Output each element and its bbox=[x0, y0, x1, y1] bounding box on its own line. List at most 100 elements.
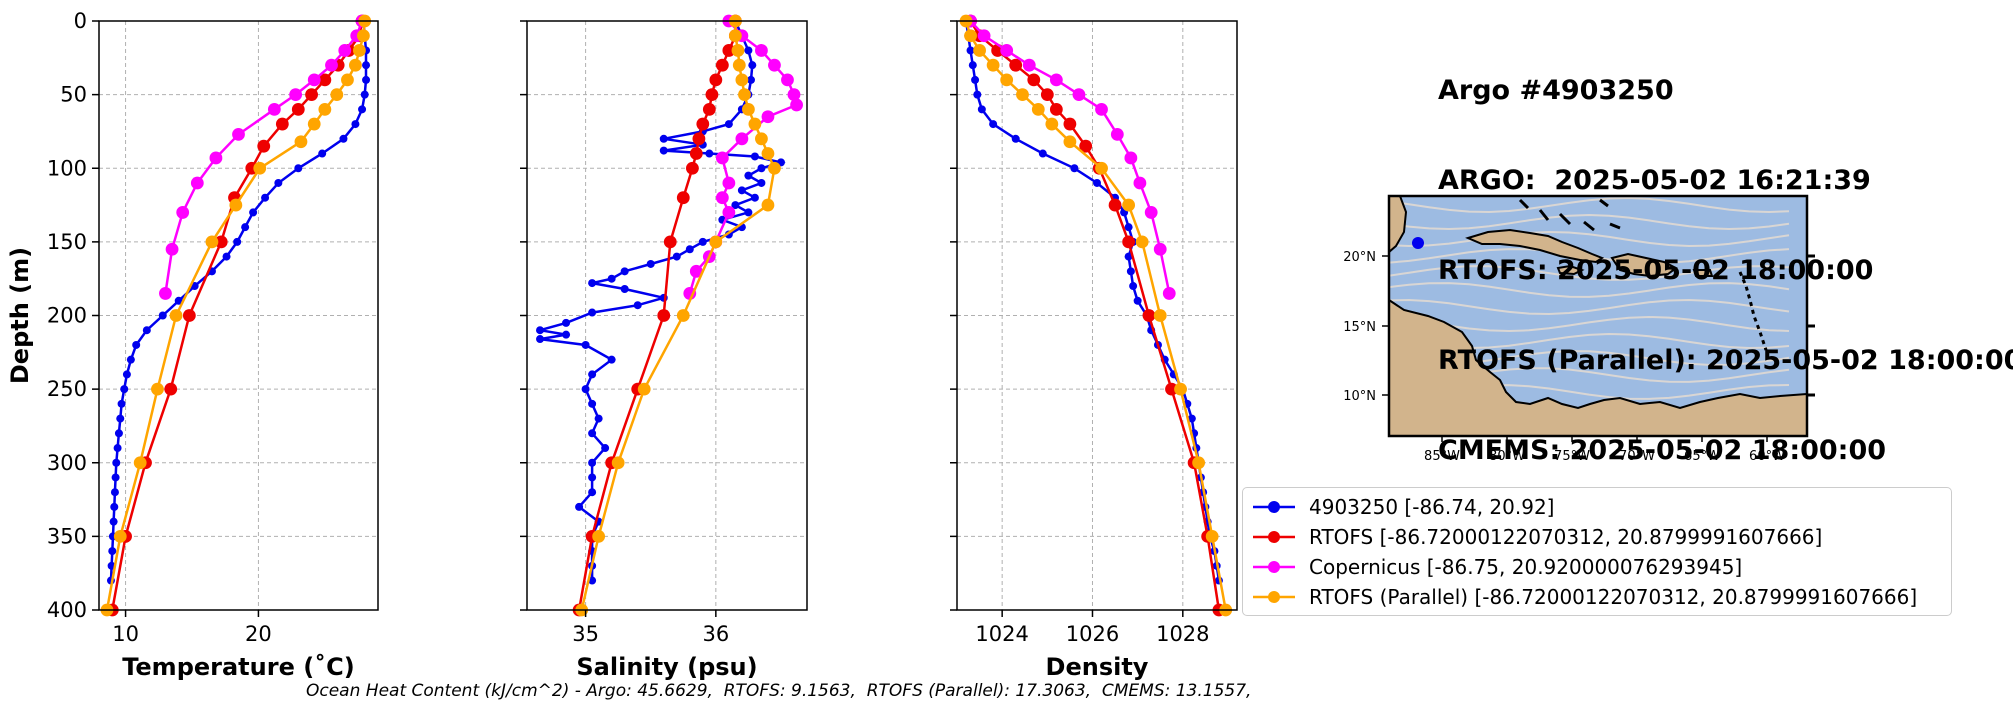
figure-title: Argo #4903250 ARGO: 2025-05-02 16:21:39 … bbox=[1438, 16, 2013, 496]
legend-entry-copernicus: Copernicus [-86.75, 20.920000076293945] bbox=[1251, 553, 1742, 581]
data-point-rtofs-12 bbox=[663, 235, 677, 249]
data-point-rtofs-parallel-10 bbox=[229, 198, 243, 212]
data-point-4903250-9 bbox=[1038, 149, 1047, 158]
data-point-rtofs-parallel-9 bbox=[761, 147, 775, 160]
x-axis-label: Temperature (˚C) bbox=[122, 653, 355, 681]
data-point-rtofs-parallel-6 bbox=[1031, 102, 1045, 116]
data-point-rtofs-parallel-10 bbox=[768, 161, 781, 175]
data-point-rtofs-parallel-15 bbox=[611, 456, 625, 470]
data-point-rtofs-8 bbox=[692, 132, 706, 146]
map-land-mexico-south bbox=[1389, 298, 1807, 436]
data-point-4903250-40 bbox=[581, 340, 590, 349]
data-point-rtofs-parallel-6 bbox=[318, 102, 332, 116]
data-point-rtofs-parallel-9 bbox=[1095, 161, 1108, 175]
data-point-rtofs-parallel-14 bbox=[133, 456, 147, 470]
data-point-rtofs-4 bbox=[1027, 73, 1041, 87]
data-point-copernicus-5 bbox=[787, 88, 801, 102]
data-point-copernicus-6 bbox=[1095, 102, 1108, 116]
data-point-rtofs-8 bbox=[1079, 139, 1093, 153]
data-point-rtofs-parallel-5 bbox=[330, 88, 344, 102]
data-point-rtofs-parallel-2 bbox=[731, 44, 745, 57]
data-point-rtofs-parallel-15 bbox=[113, 529, 127, 543]
title-line-rtofs-parallel-time: RTOFS (Parallel): 2025-05-02 18:00:00 bbox=[1438, 345, 2013, 376]
data-point-rtofs-7 bbox=[275, 117, 289, 131]
data-point-4903250-31 bbox=[111, 473, 120, 482]
data-point-rtofs-5 bbox=[1040, 88, 1054, 102]
data-point-4903250-6 bbox=[977, 105, 986, 114]
data-point-4903250-3 bbox=[968, 61, 977, 70]
data-point-rtofs-3 bbox=[715, 58, 729, 72]
data-point-4903250-39 bbox=[536, 335, 545, 344]
streamline-6 bbox=[1389, 298, 1790, 316]
data-point-4903250-14 bbox=[241, 223, 250, 232]
data-point-4903250-7 bbox=[989, 120, 998, 129]
map-latitude-ticks: 20°N 15°N 10°N bbox=[1343, 250, 1815, 404]
data-point-rtofs-8 bbox=[257, 139, 271, 153]
map-lon-tick-label-0: 85°W bbox=[1424, 449, 1460, 464]
title-line-rtofs-time: RTOFS: 2025-05-02 18:00:00 bbox=[1438, 255, 1874, 286]
title-line-argo-time: ARGO: 2025-05-02 16:21:39 bbox=[1438, 165, 1871, 196]
data-point-rtofs-7 bbox=[696, 117, 710, 131]
map-lon-tick-label-5: 60°W bbox=[1749, 449, 1785, 464]
data-point-4903250-17 bbox=[757, 178, 766, 187]
data-point-copernicus-2 bbox=[338, 44, 352, 57]
data-point-4903250-9 bbox=[318, 149, 327, 158]
data-point-4903250-20 bbox=[731, 201, 740, 210]
data-point-4903250-19 bbox=[174, 296, 183, 305]
streamline-4 bbox=[1389, 265, 1790, 281]
map-longitude-ticks: 85°W 80°W 75°W 70°W 65°W 60°W bbox=[1424, 436, 1785, 464]
data-point-rtofs-parallel-8 bbox=[294, 135, 308, 149]
data-point-rtofs-4 bbox=[318, 73, 332, 87]
data-point-rtofs-parallel-4 bbox=[341, 73, 354, 87]
x-tick-label-35: 35 bbox=[572, 622, 599, 646]
data-point-rtofs-6 bbox=[291, 102, 305, 116]
y-tick-label-150: 150 bbox=[47, 230, 87, 254]
data-point-4903250-30 bbox=[607, 274, 616, 283]
data-point-copernicus-1 bbox=[977, 29, 991, 43]
data-point-rtofs-parallel-14 bbox=[637, 382, 651, 396]
data-point-4903250-2 bbox=[966, 46, 975, 55]
data-point-copernicus-2 bbox=[755, 44, 768, 57]
data-point-rtofs-parallel-7 bbox=[1045, 117, 1059, 131]
data-point-4903250-27 bbox=[116, 414, 125, 423]
data-point-copernicus-9 bbox=[715, 151, 729, 165]
data-point-4903250-5 bbox=[360, 90, 369, 99]
panel-1-temperature-c: 0 50 100 150 200 250 300 350 400 10 20 Temperature … bbox=[6, 9, 379, 681]
data-point-copernicus-3 bbox=[1022, 58, 1036, 72]
data-point-rtofs-parallel-13 bbox=[676, 309, 690, 322]
legend-label-rtofs-parallel: RTOFS (Parallel) [-86.72000122070312, 20… bbox=[1309, 585, 1918, 609]
data-point-rtofs-3 bbox=[1009, 58, 1023, 72]
plot-frame bbox=[98, 20, 379, 611]
data-point-copernicus-10 bbox=[176, 206, 190, 219]
data-point-rtofs-10 bbox=[685, 161, 699, 175]
data-point-4903250-13 bbox=[750, 152, 759, 161]
x-tick-label-10: 10 bbox=[112, 622, 139, 646]
map-land-bahamas bbox=[1518, 198, 1621, 232]
ocean-heat-content-footer: Ocean Heat Content (kJ/cm^2) - Argo: 45.… bbox=[306, 681, 1252, 701]
x-tick-label-1024: 1024 bbox=[975, 622, 1028, 646]
data-point-rtofs-parallel-1 bbox=[356, 29, 370, 43]
data-point-4903250-27 bbox=[1187, 414, 1196, 423]
data-point-rtofs-parallel-2 bbox=[973, 44, 986, 57]
data-point-4903250-16 bbox=[744, 171, 753, 180]
data-point-copernicus-9 bbox=[190, 176, 204, 190]
legend: 4903250 [-86.74, 20.92] RTOFS [-86.72000… bbox=[1242, 487, 1952, 616]
data-point-4903250-11 bbox=[274, 178, 283, 187]
data-point-4903250-15 bbox=[233, 237, 242, 246]
series-line-copernicus bbox=[969, 20, 1171, 294]
data-point-rtofs-parallel-8 bbox=[1063, 135, 1077, 149]
map-land-puerto-rico bbox=[1692, 269, 1714, 277]
data-point-4903250-37 bbox=[536, 326, 545, 335]
data-point-rtofs-4 bbox=[709, 73, 723, 87]
data-point-4903250-21 bbox=[744, 208, 753, 217]
data-point-4903250-51 bbox=[575, 502, 584, 511]
data-point-4903250-25 bbox=[120, 385, 129, 394]
y-tick-label-250: 250 bbox=[47, 377, 87, 401]
data-point-copernicus-12 bbox=[722, 206, 736, 219]
x-axis-label: Density bbox=[1046, 653, 1149, 681]
y-tick-label-300: 300 bbox=[47, 451, 87, 475]
data-point-4903250-20 bbox=[158, 311, 167, 320]
y-tick-label-200: 200 bbox=[47, 304, 87, 328]
data-point-copernicus-3 bbox=[325, 58, 338, 72]
data-point-4903250-23 bbox=[126, 355, 135, 364]
